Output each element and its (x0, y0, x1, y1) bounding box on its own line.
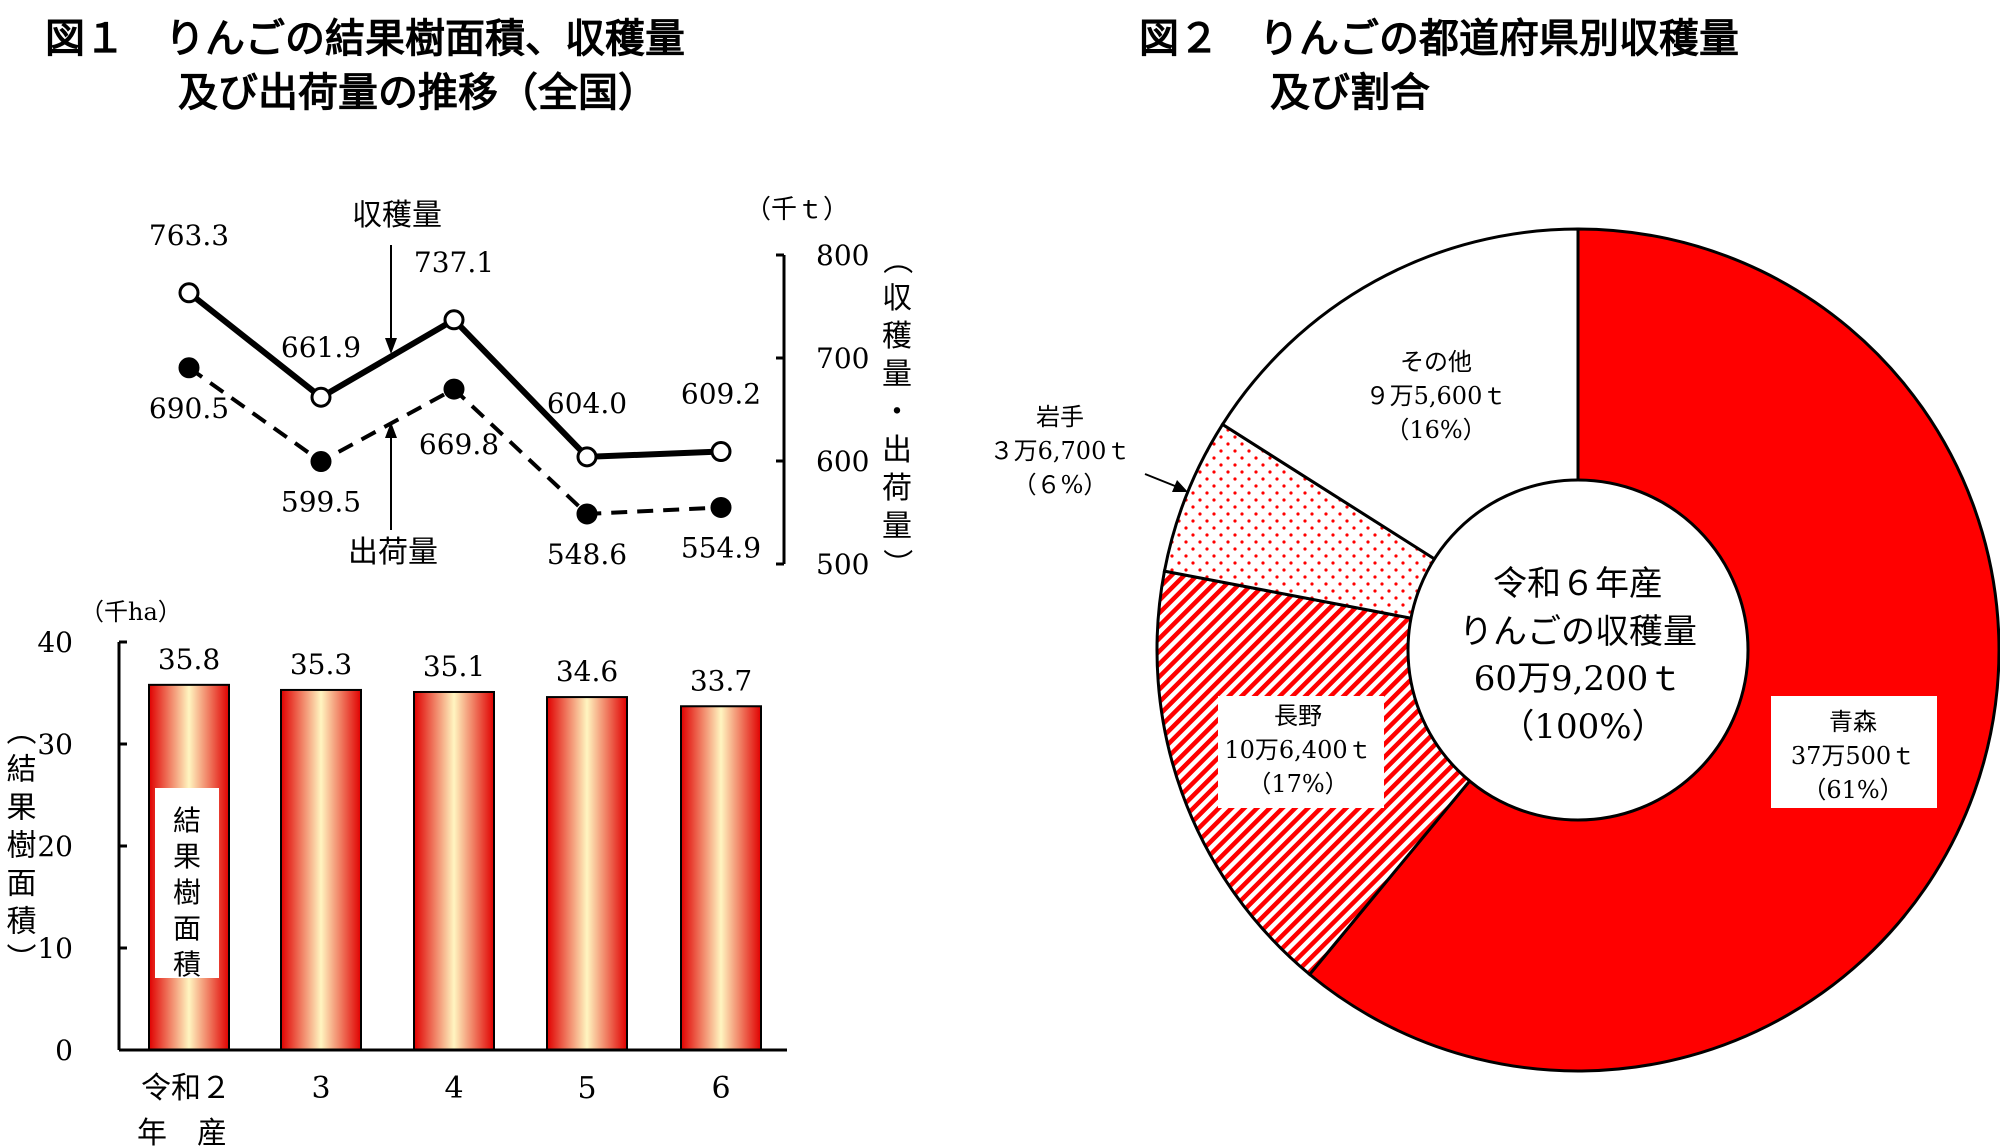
y-axis-label-char: 量 (882, 357, 912, 392)
bar-value-label: 33.7 (690, 664, 752, 697)
slice-label: （６%） (1013, 471, 1108, 499)
slice-label: ９万5,600ｔ (1366, 382, 1507, 410)
iwate-leader-line (1144, 473, 1181, 489)
y-tick-label: 30 (37, 728, 73, 761)
data-point (178, 282, 200, 304)
annotation-harvest: 収穫量 (352, 198, 442, 354)
data-label: 599.5 (281, 486, 361, 519)
bar-unit: （千ha） (80, 598, 182, 626)
pie-center-text: りんごの収穫量 (1459, 612, 1697, 652)
data-point (178, 357, 200, 379)
bar (680, 705, 762, 1051)
slice-label: （16%） (1385, 416, 1486, 444)
y-tick-label: 40 (37, 626, 73, 659)
bar-value-label: 35.1 (423, 650, 485, 683)
pie-center-text: 令和６年産 (1493, 564, 1663, 604)
data-point (310, 451, 332, 473)
data-point (310, 386, 332, 408)
y-tick-label: 10 (37, 932, 73, 965)
slice-label: 10万6,400ｔ (1224, 736, 1371, 764)
series-label-char: 結 (173, 804, 201, 837)
pie-center-hole (1406, 478, 1750, 822)
series-label-char: 樹 (173, 876, 201, 909)
slice-label: その他 (1400, 348, 1472, 376)
bar (280, 688, 362, 1051)
slice-label: ３万6,700ｔ (990, 437, 1131, 465)
x-tick-label: 令和２ (141, 1071, 231, 1106)
slice-label: 37万500ｔ (1791, 742, 1915, 770)
line-chart: 800 700 600 500 763.3 661.9 737.1 604.0 609.2 690… (149, 219, 870, 581)
bar-value-label: 34.6 (556, 655, 618, 688)
bar-chart: 35.8 令和２ 35.3 3 35.1 4 34.6 5 33.7 6 40 30 20 10 0 結果樹面… (37, 626, 787, 1106)
data-label: 763.3 (149, 219, 229, 252)
y-tick-label: 800 (816, 239, 869, 272)
y-axis-label-char: 荷 (882, 471, 912, 506)
bar (413, 690, 495, 1051)
annotation-shipment: 出荷量 (348, 422, 438, 570)
fig1-title-line2: 及び出荷量の推移（全国） (178, 69, 658, 116)
fig1-title-line1: 図１ りんごの結果樹面積、収穫量 (45, 15, 685, 62)
data-point (443, 378, 465, 400)
y-axis-label-char: ・ (882, 395, 912, 430)
slice-label: 岩手 (1036, 403, 1084, 431)
pie-center-text: 60万9,200ｔ (1474, 659, 1683, 699)
slice-label-box (1771, 696, 1937, 808)
x-tick-label: 5 (577, 1071, 596, 1106)
y-axis-label-char: 穫 (882, 319, 912, 354)
y-axis-label-char: （ (879, 245, 914, 275)
fig2-title-line2: 及び割合 (1270, 69, 1430, 116)
annotation-harvest-label: 収穫量 (352, 198, 442, 233)
x-tick-label: 4 (444, 1071, 463, 1106)
data-point (710, 496, 732, 518)
line-unit: （千ｔ） (745, 195, 849, 225)
series-label-char: 面 (173, 912, 201, 945)
y-tick-label: 600 (816, 445, 869, 478)
y-tick-label: 0 (55, 1034, 73, 1067)
data-label: 669.8 (419, 428, 499, 461)
data-label: 737.1 (414, 246, 494, 279)
bar (546, 696, 628, 1052)
slice-label: 青森 (1829, 708, 1877, 736)
data-label: 548.6 (547, 538, 627, 571)
fig2-title-line1: 図２ りんごの都道府県別収穫量 (1139, 15, 1739, 62)
y-axis-label-char: 出 (882, 433, 912, 468)
data-label: 609.2 (681, 378, 761, 411)
pie-center-text: （100%） (1500, 707, 1665, 747)
data-point (710, 441, 732, 463)
slice-label: （61%） (1802, 776, 1903, 804)
line-y-axis-label: （収穫量・出荷量） (879, 245, 914, 579)
y-tick-label: 500 (816, 548, 869, 581)
series-label-box (155, 788, 219, 978)
y-tick-label: 700 (816, 342, 869, 375)
data-point (576, 446, 598, 468)
slice-label: （17%） (1247, 770, 1348, 798)
x-tick-label: 6 (711, 1071, 730, 1106)
data-label: 661.9 (281, 331, 361, 364)
bar-xlabel-suffix: 年 産 (137, 1116, 227, 1147)
bar-value-label: 35.8 (158, 643, 220, 676)
data-label: 690.5 (149, 392, 229, 425)
bar-value-label: 35.3 (290, 648, 352, 681)
data-point (443, 309, 465, 331)
slice-label-box (1218, 696, 1384, 808)
series-label-char: 果 (173, 840, 201, 873)
data-label: 604.0 (547, 387, 627, 420)
data-label: 554.9 (681, 531, 761, 564)
annotation-shipment-label: 出荷量 (348, 535, 438, 570)
arrow-icon (1172, 480, 1188, 492)
slice-label: 長野 (1274, 702, 1322, 730)
y-axis-label-char: ） (879, 549, 914, 579)
data-point (576, 503, 598, 525)
y-axis-label-char: 量 (882, 509, 912, 544)
x-tick-label: 3 (311, 1071, 330, 1106)
series-label-char: 積 (173, 948, 201, 981)
y-axis-label-char: 収 (882, 281, 912, 316)
y-tick-label: 20 (37, 830, 73, 863)
bar-y-axis-label: （結果樹面積） (1, 715, 37, 981)
